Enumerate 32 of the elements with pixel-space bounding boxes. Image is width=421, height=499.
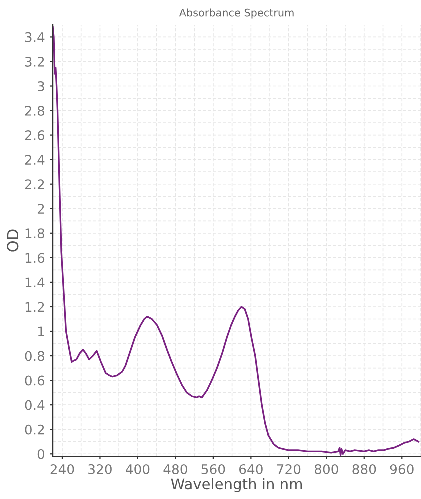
y-tick-label: 0.6	[25, 376, 45, 386]
y-tick-label: 0.8	[25, 351, 45, 362]
y-tick-label: 0.2	[25, 424, 44, 435]
y-tick-label: 2.8	[25, 106, 45, 116]
y-tick-label: 2	[38, 204, 44, 214]
y-tick-label: 2.6	[25, 130, 45, 141]
y-tick-label: 1.6	[26, 253, 45, 264]
y-tick-label: 2.2	[25, 180, 44, 190]
y-tick-label: 3	[38, 81, 44, 92]
y-tick-label: 0	[38, 449, 45, 460]
y-tick-label: 1.2	[26, 302, 44, 312]
y-tick-label: 3.4	[25, 32, 45, 42]
x-tick-label: 320	[88, 464, 112, 474]
x-tick-label: 240	[50, 464, 74, 474]
x-tick-label: 400	[126, 464, 150, 474]
y-tick-label: 2.4	[25, 155, 45, 165]
line-series	[53, 26, 420, 456]
y-tick-label: 1.4	[26, 278, 45, 288]
chart-title: Absorbance Spectrum	[179, 8, 294, 19]
x-tick-label: 960	[390, 464, 414, 474]
x-tick-label: 480	[164, 464, 188, 474]
x-axis-title: Wavelength in nm	[171, 478, 302, 492]
y-tick-label: 1.8	[26, 228, 45, 239]
x-tick-label: 800	[314, 464, 338, 474]
y-axis-title: OD	[7, 230, 19, 252]
x-tick-label: 720	[277, 464, 301, 474]
x-tick-label: 640	[240, 464, 263, 474]
x-tick-label: 880	[352, 464, 376, 474]
y-tick-label: 1	[38, 326, 44, 337]
y-tick-label: 0.4	[25, 400, 45, 410]
y-tick-label: 3.2	[25, 56, 44, 67]
x-tick-label: 560	[202, 464, 226, 474]
